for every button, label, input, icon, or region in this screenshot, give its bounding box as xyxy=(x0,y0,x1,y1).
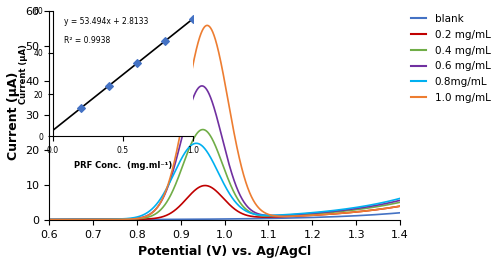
blank xyxy=(386,212,392,215)
blank xyxy=(64,218,70,221)
Line: 0.2 mg/mL: 0.2 mg/mL xyxy=(50,186,400,220)
Line: blank: blank xyxy=(50,213,400,220)
0.4 mg/mL xyxy=(322,211,328,214)
0.4 mg/mL xyxy=(64,218,70,221)
1.0 mg/mL xyxy=(217,57,223,60)
blank xyxy=(387,212,393,215)
0.8mg/mL xyxy=(208,156,214,159)
0.4 mg/mL xyxy=(46,218,52,221)
0.8mg/mL xyxy=(217,175,223,178)
0.4 mg/mL xyxy=(217,156,223,159)
1.0 mg/mL xyxy=(387,206,393,209)
0.4 mg/mL xyxy=(208,135,214,138)
0.8mg/mL xyxy=(397,197,403,200)
0.6 mg/mL xyxy=(387,201,393,204)
1.0 mg/mL xyxy=(46,218,52,221)
Y-axis label: Current (μA): Current (μA) xyxy=(7,71,20,160)
1.0 mg/mL xyxy=(322,213,328,216)
1.0 mg/mL xyxy=(204,24,210,27)
1.0 mg/mL xyxy=(397,205,403,208)
Legend: blank, 0.2 mg/mL, 0.4 mg/mL, 0.6 mg/mL, 0.8mg/mL, 1.0 mg/mL: blank, 0.2 mg/mL, 0.4 mg/mL, 0.6 mg/mL, … xyxy=(408,12,492,105)
Line: 0.6 mg/mL: 0.6 mg/mL xyxy=(50,86,400,219)
blank xyxy=(46,218,52,221)
0.8mg/mL xyxy=(387,199,393,202)
0.6 mg/mL xyxy=(199,84,205,87)
0.8mg/mL xyxy=(322,210,328,213)
0.2 mg/mL xyxy=(387,206,393,209)
0.6 mg/mL xyxy=(208,96,214,99)
Line: 0.8mg/mL: 0.8mg/mL xyxy=(50,143,400,219)
blank xyxy=(217,218,223,221)
0.8mg/mL xyxy=(64,218,70,221)
Line: 0.4 mg/mL: 0.4 mg/mL xyxy=(50,130,400,220)
0.2 mg/mL xyxy=(202,184,208,187)
0.2 mg/mL xyxy=(387,206,393,209)
0.2 mg/mL xyxy=(397,205,403,208)
0.2 mg/mL xyxy=(322,213,328,216)
0.2 mg/mL xyxy=(217,193,223,196)
0.6 mg/mL xyxy=(322,211,328,214)
Line: 1.0 mg/mL: 1.0 mg/mL xyxy=(50,25,400,220)
blank xyxy=(397,211,403,214)
0.6 mg/mL xyxy=(64,218,70,221)
0.8mg/mL xyxy=(46,218,52,221)
1.0 mg/mL xyxy=(387,206,393,209)
0.6 mg/mL xyxy=(387,201,393,204)
0.2 mg/mL xyxy=(46,218,52,221)
0.4 mg/mL xyxy=(397,201,403,204)
0.2 mg/mL xyxy=(208,186,214,189)
X-axis label: Potential (V) vs. Ag/AgCl: Potential (V) vs. Ag/AgCl xyxy=(138,245,311,258)
0.6 mg/mL xyxy=(397,199,403,202)
0.6 mg/mL xyxy=(46,218,52,221)
blank xyxy=(322,215,328,219)
1.0 mg/mL xyxy=(64,218,70,221)
blank xyxy=(208,218,214,221)
0.2 mg/mL xyxy=(64,218,70,221)
0.4 mg/mL xyxy=(200,128,206,131)
0.4 mg/mL xyxy=(387,203,393,206)
0.4 mg/mL xyxy=(387,203,393,206)
0.6 mg/mL xyxy=(217,128,223,131)
1.0 mg/mL xyxy=(208,26,214,30)
0.8mg/mL xyxy=(194,142,200,145)
0.8mg/mL xyxy=(387,199,393,202)
